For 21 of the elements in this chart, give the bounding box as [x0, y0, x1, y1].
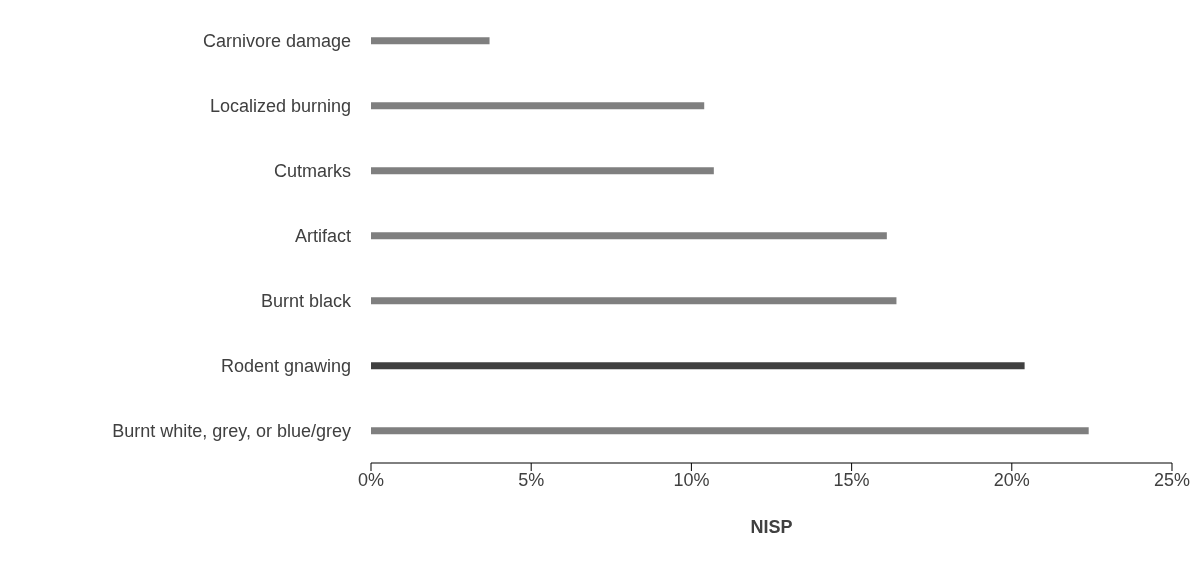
y-tick-label: Localized burning [209, 95, 351, 116]
bar [371, 232, 887, 240]
x-axis-title: NISP [750, 517, 793, 537]
bar [371, 167, 714, 175]
y-tick-label: Burnt black [260, 290, 352, 311]
x-tick-label: 0% [357, 469, 385, 490]
y-tick-label: Burnt white, grey, or blue/grey [112, 420, 351, 441]
x-tick-label: 20% [993, 469, 1030, 490]
x-tick-label: 5% [518, 469, 545, 490]
y-tick-label: Cutmarks [273, 160, 351, 181]
x-tick-label: 10% [673, 469, 710, 490]
bar [371, 427, 1089, 435]
bar [371, 37, 490, 45]
x-tick-label: 25% [1153, 469, 1191, 490]
x-tick-label: 15% [833, 469, 870, 490]
y-tick-label: Artifact [294, 225, 351, 246]
bar [371, 362, 1025, 370]
bar [371, 102, 705, 110]
bar [371, 297, 897, 305]
y-tick-label: Carnivore damage [202, 30, 351, 51]
y-tick-label: Rodent gnawing [220, 355, 351, 376]
